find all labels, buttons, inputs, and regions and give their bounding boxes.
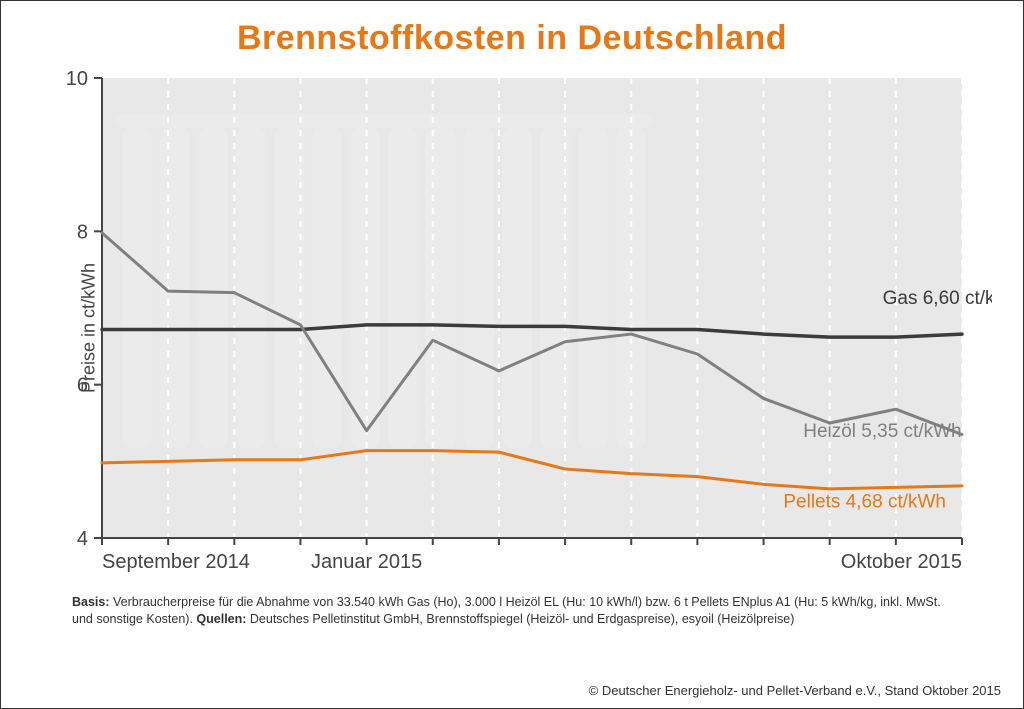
- svg-text:8: 8: [77, 221, 88, 243]
- footnotes: Basis: Verbraucherpreise für die Abnahme…: [72, 594, 952, 628]
- svg-text:Pellets 4,68 ct/kWh: Pellets 4,68 ct/kWh: [783, 491, 946, 512]
- svg-text:Oktober 2015: Oktober 2015: [841, 551, 962, 573]
- line-chart-svg: 46810September 2014Januar 2015Oktober 20…: [32, 68, 992, 588]
- svg-text:4: 4: [77, 528, 88, 550]
- chart-title: Brennstoffkosten in Deutschland: [17, 19, 1007, 58]
- figure-frame: Brennstoffkosten in Deutschland Preise i…: [0, 0, 1024, 709]
- credit-line: © Deutscher Energieholz- und Pellet-Verb…: [589, 683, 1001, 698]
- svg-text:Gas 6,60 ct/kWh: Gas 6,60 ct/kWh: [883, 288, 992, 309]
- svg-text:September 2014: September 2014: [102, 551, 250, 573]
- quellen-label: Quellen:: [196, 612, 246, 626]
- svg-text:Januar 2015: Januar 2015: [311, 551, 422, 573]
- basis-label: Basis:: [72, 595, 110, 609]
- quellen-text: Deutsches Pelletinstitut GmbH, Brennstof…: [250, 612, 794, 626]
- chart-area: Preise in ct/kWh 46810September 2014Janu…: [32, 68, 992, 588]
- svg-text:Heizöl 5,35 ct/kWh: Heizöl 5,35 ct/kWh: [803, 421, 961, 442]
- svg-text:10: 10: [66, 68, 88, 90]
- y-axis-label: Preise in ct/kWh: [79, 263, 100, 393]
